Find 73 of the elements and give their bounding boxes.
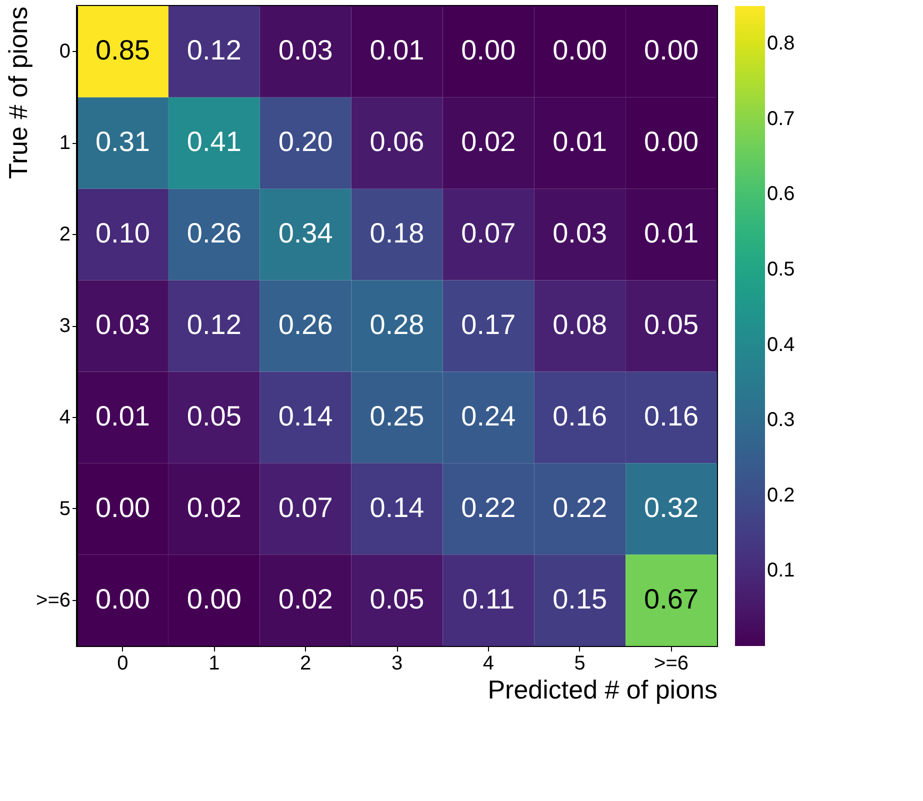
data-label: 0.85 [95,34,150,66]
data-label: 0.03 [552,218,608,249]
data-label: 0.07 [461,218,516,249]
data-label: 0.25 [370,400,424,432]
data-label: 0.16 [552,400,608,432]
data-label: 0.03 [95,309,150,340]
data-label: 0.18 [370,218,424,249]
data-label: 0.16 [644,400,699,432]
data-label: 0.06 [370,126,424,158]
data-label: 0.05 [644,309,699,340]
color-bar-label: 0.2 [767,484,795,506]
data-label: 0.00 [95,583,150,614]
data-label: 0.05 [186,400,242,432]
data-label: 0.26 [186,218,242,249]
y-tick-label: 3 [59,315,70,337]
data-label: 0.02 [186,492,242,523]
x-tick-label: 3 [391,652,403,674]
data-label: 0.14 [370,492,424,523]
data-label: 0.15 [552,583,608,614]
data-label: 0.12 [186,34,242,66]
data-label: 0.34 [278,218,333,249]
x-tick-label: 5 [574,652,586,674]
color-bar-label: 0.1 [767,560,795,582]
data-label: 0.01 [644,218,699,249]
color-bar-label: 0.7 [767,108,795,130]
data-label: 0.00 [186,583,242,614]
x-tick-label: 4 [482,652,494,674]
x-tick-label: >=6 [654,652,689,674]
x-tick-label: 2 [300,652,312,674]
y-tick-label: 0 [59,40,70,63]
data-label: 0.05 [370,583,424,614]
data-label: 0.00 [644,34,699,66]
data-label: 0.20 [278,126,333,158]
data-label: 0.03 [278,34,333,66]
color-bar-label: 0.8 [767,32,795,55]
data-label: 0.12 [186,309,242,340]
data-label: 0.28 [370,309,424,340]
data-label: 0.01 [95,400,150,432]
x-tick-label: 1 [208,652,220,674]
data-label: 0.01 [552,126,608,158]
data-label: 0.14 [278,400,333,432]
data-label: 0.22 [461,492,516,523]
data-label: 0.22 [552,492,608,523]
data-label: 0.17 [461,309,516,340]
color-bar-label: 0.3 [767,409,795,432]
color-bar-label: 0.6 [767,183,795,206]
data-label: 0.10 [95,218,150,249]
y-tick-label: >=6 [36,589,70,612]
data-label: 0.26 [278,309,333,340]
data-label: 0.00 [461,34,516,66]
x-axis-title: Predicted # of pions [488,674,718,704]
data-label: 0.02 [461,126,516,158]
color-bar-label: 0.5 [767,258,795,281]
data-label: 0.08 [552,309,608,340]
data-label: 0.00 [95,492,150,523]
y-axis-title: True # of pions [3,6,34,179]
data-label: 0.67 [644,583,699,614]
data-label: 0.07 [278,492,333,523]
data-label: 0.11 [462,583,515,614]
data-label: 0.31 [95,126,150,158]
data-label: 0.00 [552,34,608,66]
color-bar-label: 0.4 [767,334,795,356]
y-tick-label: 2 [59,224,70,246]
y-tick-label: 5 [59,498,70,520]
data-label: 0.02 [278,583,333,614]
data-label: 0.41 [186,126,242,158]
data-label: 0.32 [644,492,699,523]
x-tick-label: 0 [117,652,128,674]
data-label: 0.01 [370,34,424,66]
y-tick-label: 1 [59,132,70,154]
data-label: 0.00 [644,126,699,158]
data-label: 0.24 [461,400,516,432]
y-tick-label: 4 [59,406,70,428]
